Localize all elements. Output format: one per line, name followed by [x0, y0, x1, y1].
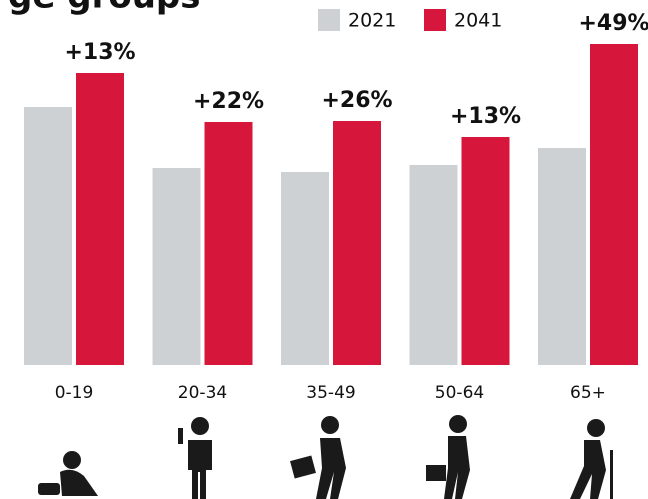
bar — [333, 121, 381, 365]
bar — [204, 122, 253, 365]
legend-label: 2021 — [348, 10, 396, 32]
change-label: +22% — [193, 89, 264, 114]
adult-icon — [290, 416, 346, 499]
chart-title: ge groups — [8, 0, 200, 17]
bar — [409, 165, 458, 365]
x-tick-label: 35-49 — [306, 383, 355, 403]
bar — [24, 107, 72, 365]
legend-label: 2041 — [454, 10, 502, 32]
worker-icon — [426, 415, 470, 499]
change-label: +13% — [64, 40, 135, 65]
child-icon — [38, 451, 98, 496]
bar — [281, 172, 329, 365]
bar — [590, 44, 638, 365]
change-label: +13% — [450, 104, 521, 129]
x-tick-label: 65+ — [570, 383, 606, 403]
icons — [38, 415, 613, 499]
bar — [461, 137, 510, 365]
x-tick-label: 0-19 — [55, 383, 94, 403]
change-label: +49% — [578, 11, 648, 36]
bar — [152, 168, 201, 365]
x-tick-label: 50-64 — [435, 383, 484, 403]
teen-icon — [178, 417, 212, 499]
bar — [538, 148, 586, 365]
x-tick-label: 20-34 — [178, 383, 227, 403]
change-label: +26% — [321, 88, 392, 113]
bar — [76, 73, 124, 365]
legend-swatch — [424, 9, 446, 31]
legend-swatch — [318, 9, 340, 31]
senior-icon — [570, 419, 613, 499]
